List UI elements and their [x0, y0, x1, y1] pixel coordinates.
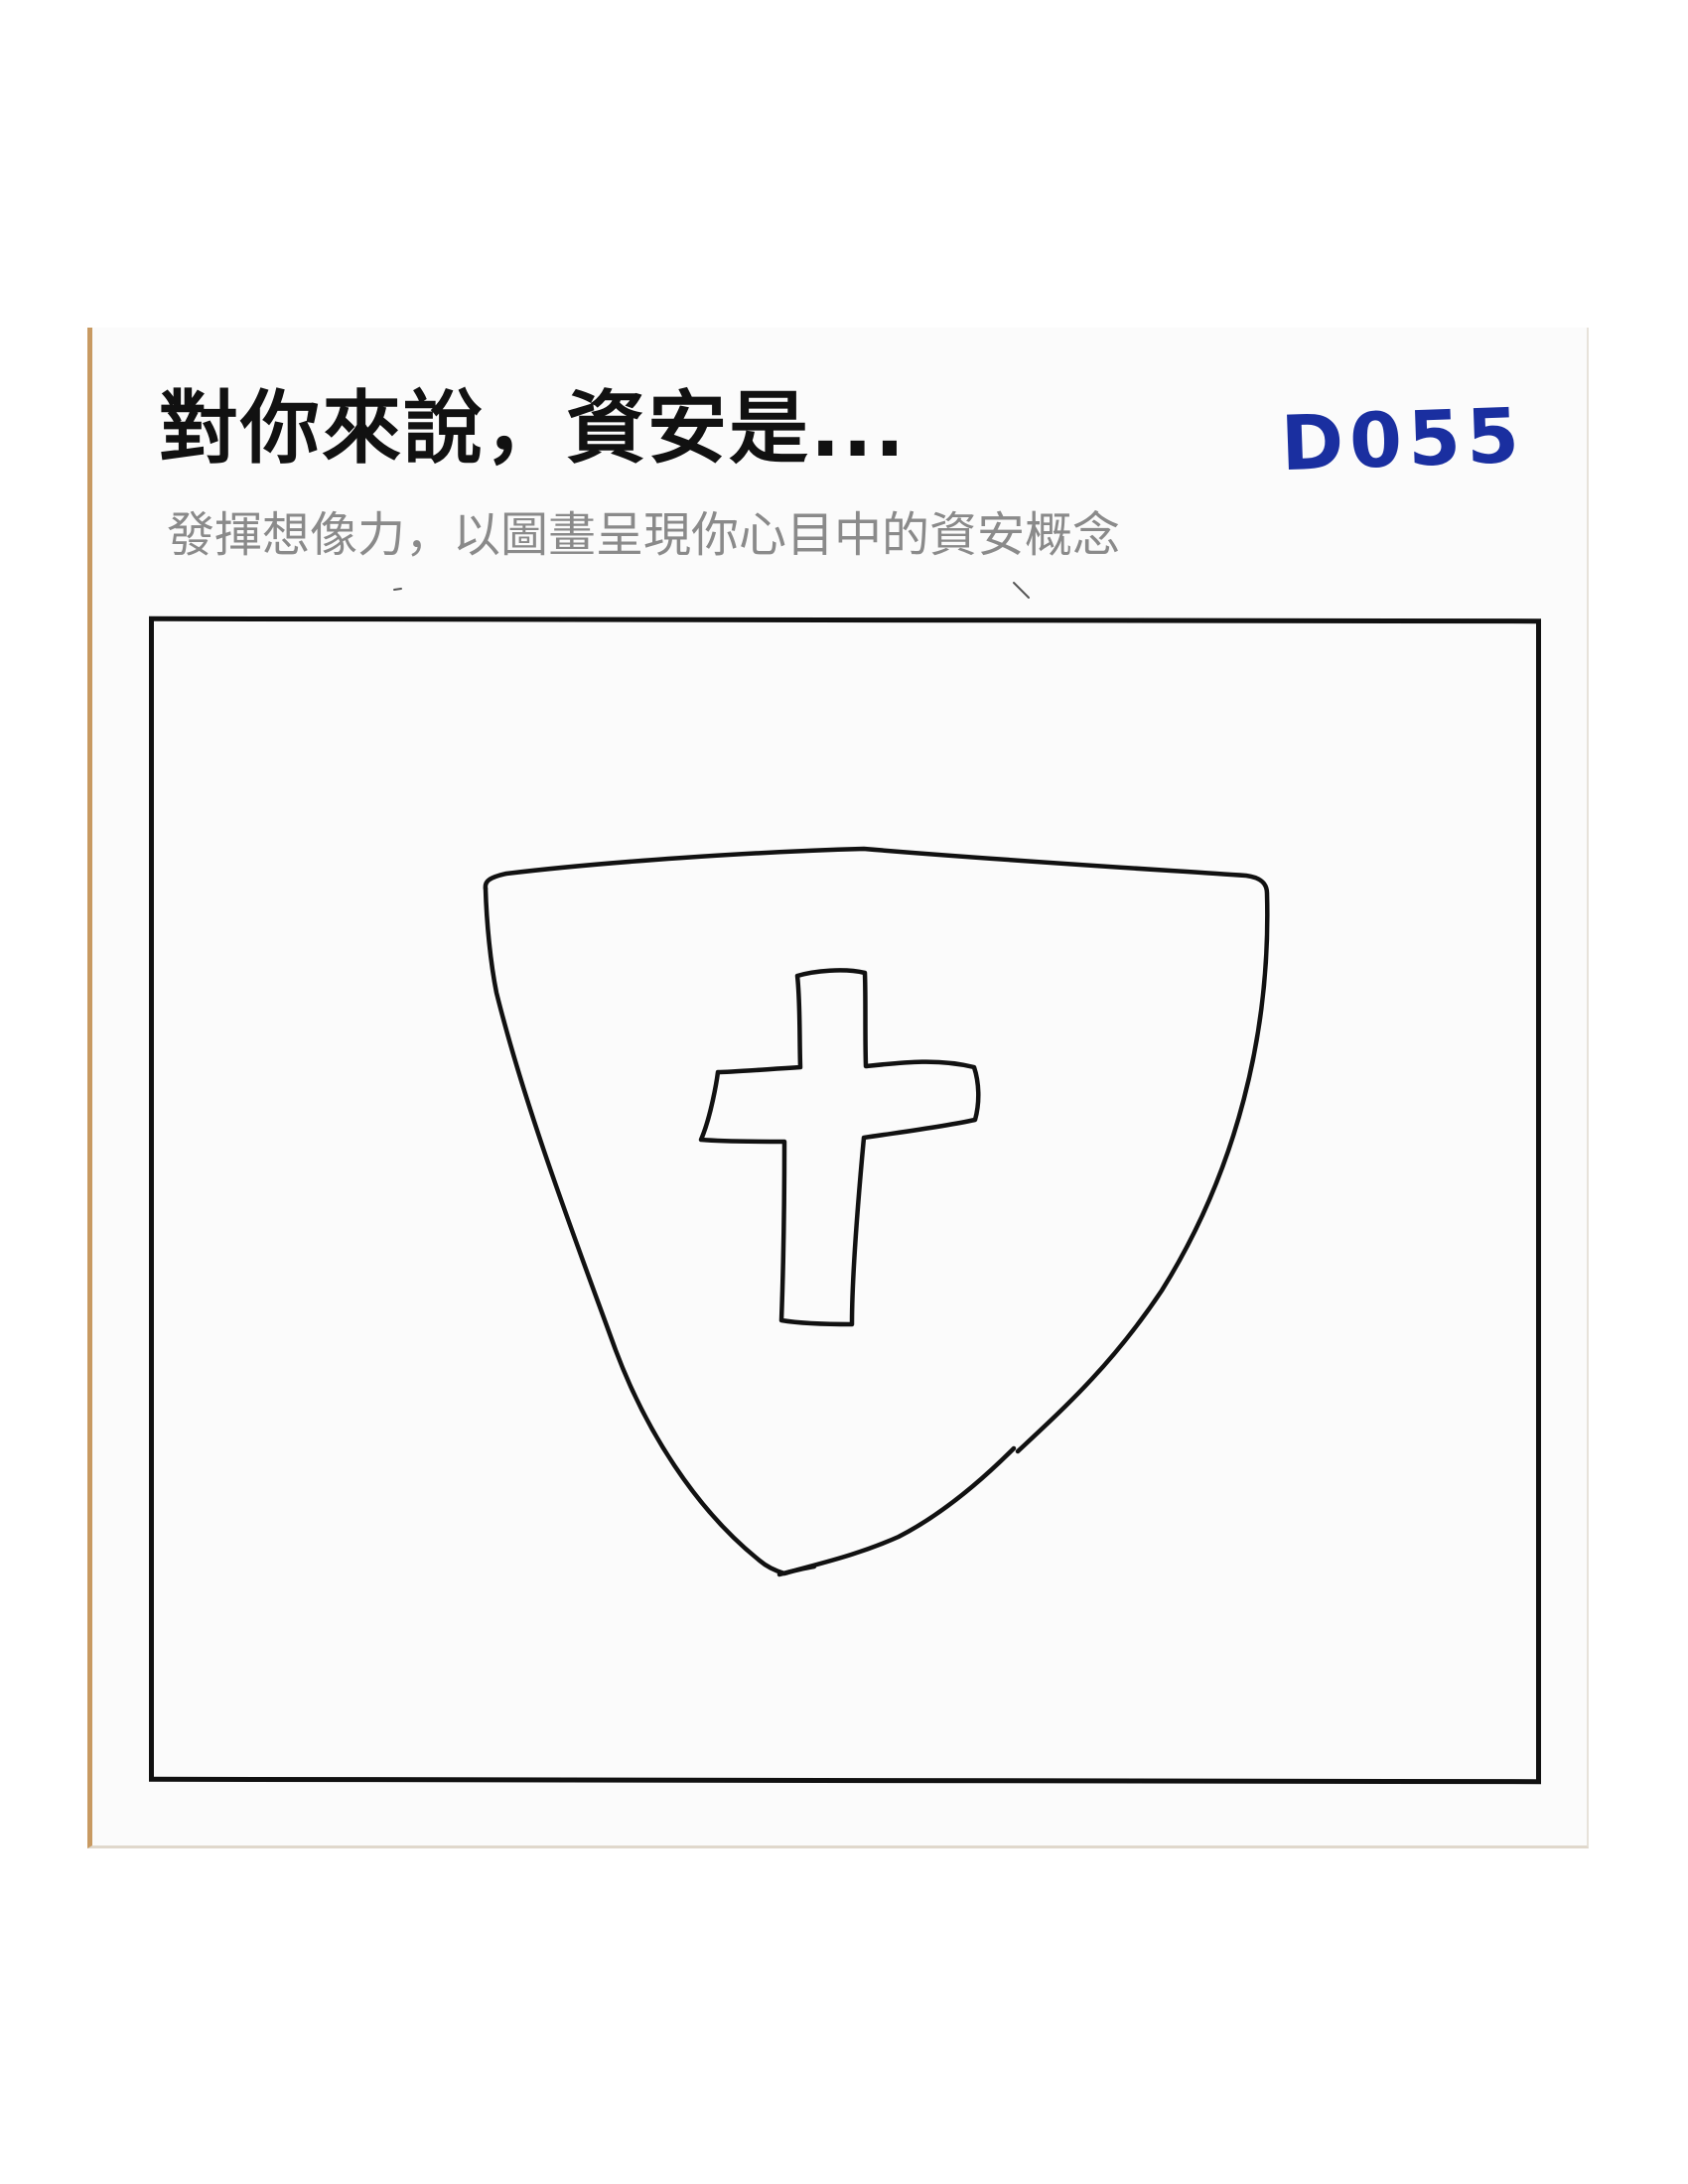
- handwritten-code: D055: [1279, 390, 1527, 488]
- drawing-frame: [149, 615, 1541, 1785]
- card-title: 對你來說，資安是...: [159, 382, 908, 475]
- card-subtitle: 發揮想像力，以圖畫呈現你心目中的資安概念: [167, 507, 1121, 563]
